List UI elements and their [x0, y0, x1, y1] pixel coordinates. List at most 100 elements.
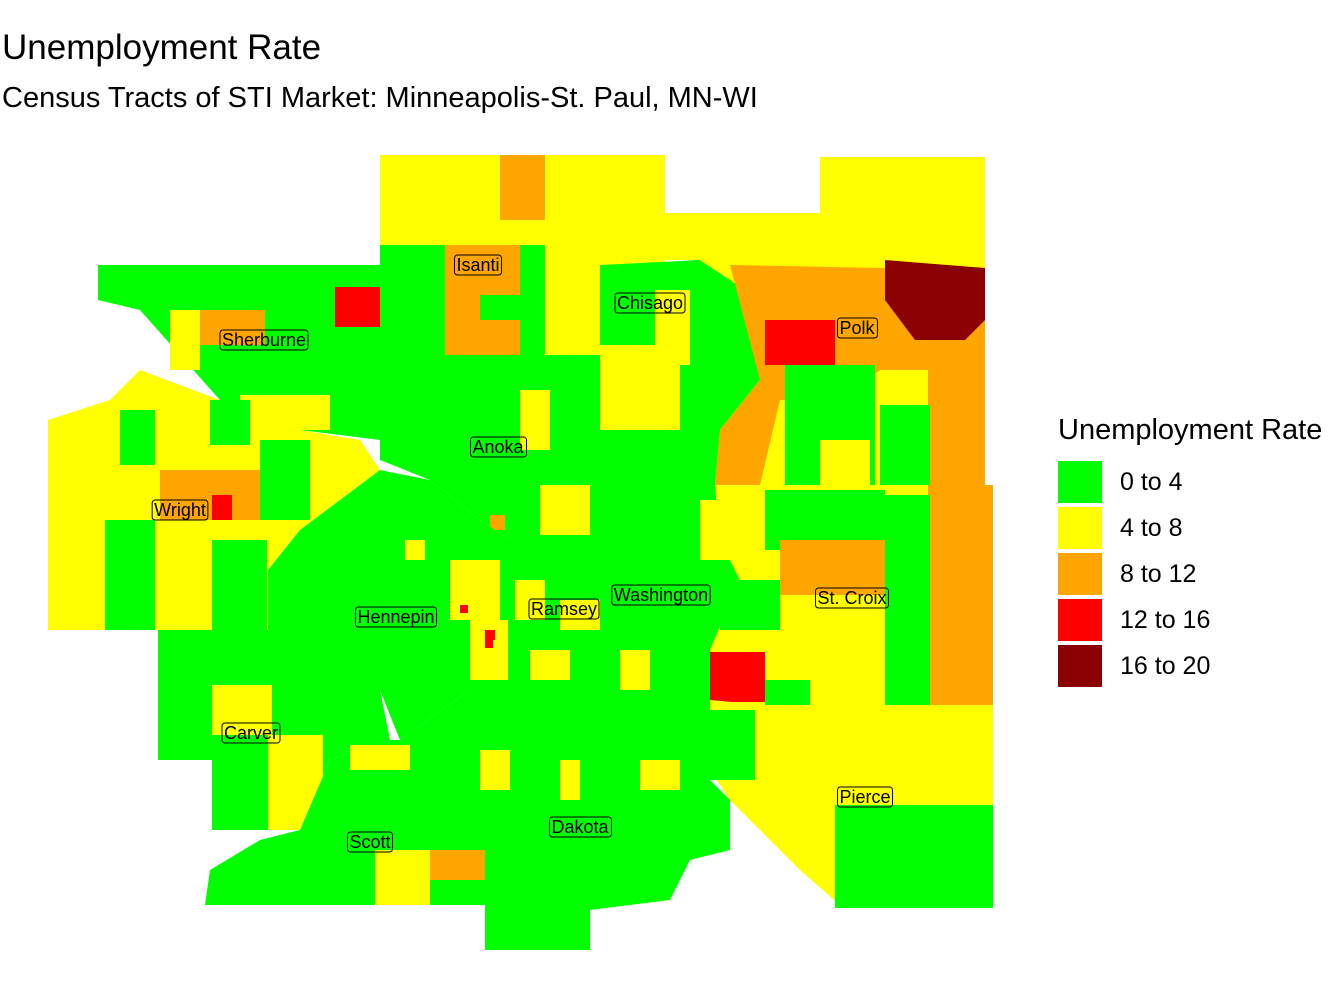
county-label-text: Hennepin — [357, 607, 434, 627]
county-label-box — [614, 292, 686, 314]
tract — [470, 690, 730, 950]
tract — [460, 605, 468, 613]
county-label-box — [221, 722, 281, 744]
tract — [545, 265, 600, 355]
county-label-box — [151, 499, 209, 521]
tract — [212, 540, 267, 630]
county-label: St. Croix — [814, 587, 890, 609]
county-label: Polk — [836, 317, 879, 339]
county-label-text: Dakota — [551, 817, 609, 837]
tract — [260, 440, 310, 520]
county-label: Pierce — [836, 786, 894, 808]
tract — [490, 515, 505, 530]
tract — [530, 650, 570, 680]
county-label-text: Pierce — [839, 787, 890, 807]
tract — [470, 620, 510, 680]
tract — [560, 760, 580, 800]
county-label-box — [548, 816, 612, 838]
county-label-text: Isanti — [456, 255, 499, 275]
tract — [120, 410, 155, 465]
county-label-text: Scott — [349, 832, 390, 852]
county-label: Ramsey — [528, 598, 600, 620]
tract — [540, 485, 590, 535]
county-label-box — [346, 831, 394, 853]
county-label-box — [528, 598, 600, 620]
tract — [655, 290, 690, 365]
county-label-text: Carver — [224, 723, 278, 743]
county-label: Carver — [221, 722, 281, 744]
tract — [940, 750, 993, 805]
tract — [520, 390, 550, 450]
county-label: Dakota — [548, 816, 612, 838]
legend-item: 12 to 16 — [1058, 597, 1322, 643]
tract — [212, 495, 232, 520]
county-label: Wright — [151, 499, 209, 521]
county-label-text: St. Croix — [817, 588, 886, 608]
county-label-box — [469, 436, 528, 458]
legend-item: 16 to 20 — [1058, 643, 1322, 689]
legend-item: 4 to 8 — [1058, 505, 1322, 551]
legend-swatch — [1058, 461, 1102, 503]
county-label-box — [219, 329, 309, 351]
county-label-text: Washington — [614, 585, 708, 605]
county-label: Washington — [611, 584, 711, 606]
tract — [620, 650, 650, 690]
tract — [485, 630, 495, 640]
county-label: Anoka — [469, 436, 528, 458]
tract — [500, 155, 545, 220]
tract — [375, 850, 430, 905]
legend-label: 4 to 8 — [1120, 513, 1183, 542]
county-label-box — [836, 786, 894, 808]
tract — [545, 155, 665, 267]
tract — [158, 630, 390, 830]
legend-label: 12 to 16 — [1120, 605, 1211, 634]
tract — [430, 850, 485, 880]
county-label-text: Wright — [154, 500, 206, 520]
legend-item: 8 to 12 — [1058, 551, 1322, 597]
legend-swatch — [1058, 553, 1102, 595]
county-label-text: Anoka — [472, 437, 524, 457]
tract — [720, 580, 780, 630]
map-title: Unemployment Rate — [2, 28, 322, 67]
legend-label: 0 to 4 — [1120, 467, 1183, 496]
legend-title: Unemployment Rate — [1058, 414, 1323, 446]
county-label-box — [611, 584, 711, 606]
tract — [350, 745, 410, 770]
county-label: Chisago — [614, 292, 686, 314]
county-label: Sherburne — [219, 329, 309, 351]
tract — [820, 440, 870, 485]
tract — [880, 405, 930, 485]
county-label-box — [453, 254, 503, 276]
map-subtitle: Census Tracts of STI Market: Minneapolis… — [2, 82, 758, 114]
tract — [170, 310, 200, 370]
tract — [450, 560, 500, 620]
tract — [928, 485, 993, 705]
legend: Unemployment Rate 0 to 4 4 to 8 8 to 12 12 … — [1058, 414, 1322, 689]
tract — [885, 260, 985, 340]
legend-swatch — [1058, 507, 1102, 549]
legend-item: 0 to 4 — [1058, 459, 1322, 505]
county-label-box — [814, 587, 890, 609]
tract — [640, 760, 680, 790]
legend-swatch — [1058, 645, 1102, 687]
tract — [480, 750, 510, 790]
tract — [710, 652, 765, 702]
county-label: Hennepin — [354, 606, 438, 628]
county-label-text: Ramsey — [531, 599, 597, 619]
tract — [268, 470, 510, 740]
tract — [405, 540, 425, 560]
tract — [885, 495, 930, 705]
tract — [765, 680, 810, 705]
county-label: Scott — [346, 831, 394, 853]
tract — [200, 310, 265, 345]
tract — [210, 400, 250, 445]
tract — [765, 320, 835, 365]
county-label-box — [354, 606, 438, 628]
tract — [700, 710, 755, 780]
county-label-text: Sherburne — [222, 330, 306, 350]
tract — [560, 600, 600, 630]
choropleth-map: Isanti Chisago Polk Sherburne Anoka Wright Hen… — [48, 155, 993, 950]
tract — [780, 540, 885, 595]
legend-label: 8 to 12 — [1120, 559, 1197, 588]
county-label-text: Chisago — [617, 293, 683, 313]
